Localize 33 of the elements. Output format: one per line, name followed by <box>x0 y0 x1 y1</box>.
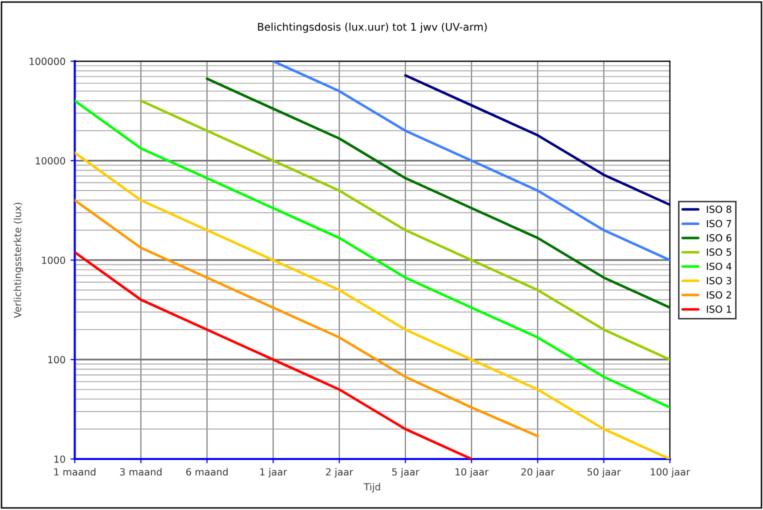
x-tick-label: 3 maand <box>120 468 162 476</box>
x-tick-label: 1 jaar <box>260 468 288 478</box>
line-series <box>272 61 670 262</box>
line-series <box>140 100 670 361</box>
legend-label: ISO 2 <box>706 291 731 299</box>
y-tick-label: 100000 <box>30 58 66 66</box>
line-series <box>74 250 473 459</box>
line-series <box>74 198 539 438</box>
x-tick-label: 20 jaar <box>521 468 555 478</box>
legend-label: ISO 6 <box>706 234 732 242</box>
x-tick-label: 2 jaar <box>326 468 354 478</box>
line-series <box>404 74 670 206</box>
y-tick-label: 10000 <box>36 157 66 164</box>
y-tick-label: 10 <box>54 455 66 463</box>
x-tick-label: 1 maand <box>54 468 96 476</box>
legend-label: ISO 5 <box>706 248 732 256</box>
y-tick-label: 1000 <box>42 256 66 264</box>
x-tick-label: 10 jaar <box>456 468 489 478</box>
x-tick-label: 5 jaar <box>392 468 420 478</box>
x-tick-label: 50 jaar <box>588 468 621 478</box>
x-tick-label: 100 jaar <box>650 468 690 478</box>
y-tick-label: 100 <box>48 356 66 364</box>
legend-label: ISO 7 <box>706 220 732 228</box>
chart-title: Belichtingsdosis (lux.uur) tot 1 jwv (UV-arm) <box>258 22 487 33</box>
line-series <box>74 100 670 409</box>
x-tick-label: 6 maand <box>186 468 228 476</box>
x-axis-title: Tijd <box>364 482 380 492</box>
legend-label: ISO 4 <box>706 262 732 270</box>
legend-label: ISO 8 <box>706 206 732 213</box>
y-axis-title: Verlichtingssterkte (lux) <box>14 202 24 318</box>
line-series <box>206 77 670 309</box>
legend-label: ISO 1 <box>706 306 732 313</box>
legend-label: ISO 3 <box>706 276 732 284</box>
